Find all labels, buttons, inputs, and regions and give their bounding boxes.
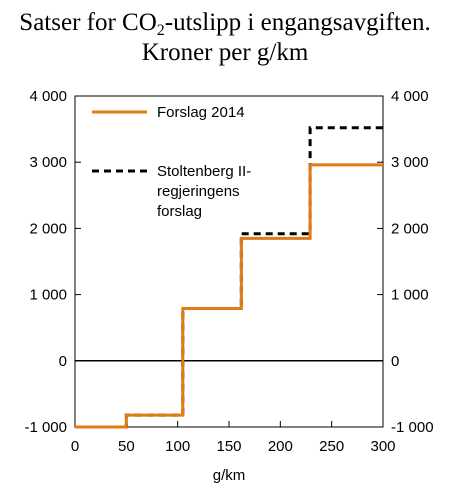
x-tick-label: 50 (118, 438, 135, 455)
y-tick-label-right: 3 000 (391, 154, 429, 171)
x-tick-label: 250 (319, 438, 344, 455)
y-tick-label-right: 2 000 (391, 220, 429, 237)
x-axis-label: g/km (213, 467, 246, 484)
series-line-forslag-2014 (75, 163, 383, 429)
x-tick-label: 100 (165, 438, 190, 455)
x-tick-label: 0 (71, 438, 79, 455)
x-tick-label: 300 (370, 438, 395, 455)
y-tick-label-left: 2 000 (29, 220, 67, 237)
y-tick-label-right: 1 000 (391, 287, 429, 304)
x-tick-label: 150 (216, 438, 241, 455)
plot-frame (74, 95, 384, 428)
x-tick-label: 200 (268, 438, 293, 455)
y-tick-label-right: -1 000 (391, 419, 434, 436)
chart-title-line2: Kroner per g/km (141, 39, 309, 66)
legend-label-forslag-2014: Forslag 2014 (157, 104, 245, 121)
y-tick-label-left: 4 000 (29, 88, 67, 105)
legend-label-stoltenberg-ii: Stoltenberg II-regjeringens forslag (157, 163, 251, 220)
y-tick-label-left: 1 000 (29, 287, 67, 304)
y-tick-label-left: 0 (59, 353, 67, 370)
y-tick-label-left: -1 000 (24, 419, 67, 436)
chart-title-line1: Satser for CO2-utslipp i engangsavgiften… (19, 9, 431, 39)
y-tick-label-right: 4 000 (391, 88, 429, 105)
y-tick-label-right: 0 (391, 353, 399, 370)
y-tick-label-left: 3 000 (29, 154, 67, 171)
